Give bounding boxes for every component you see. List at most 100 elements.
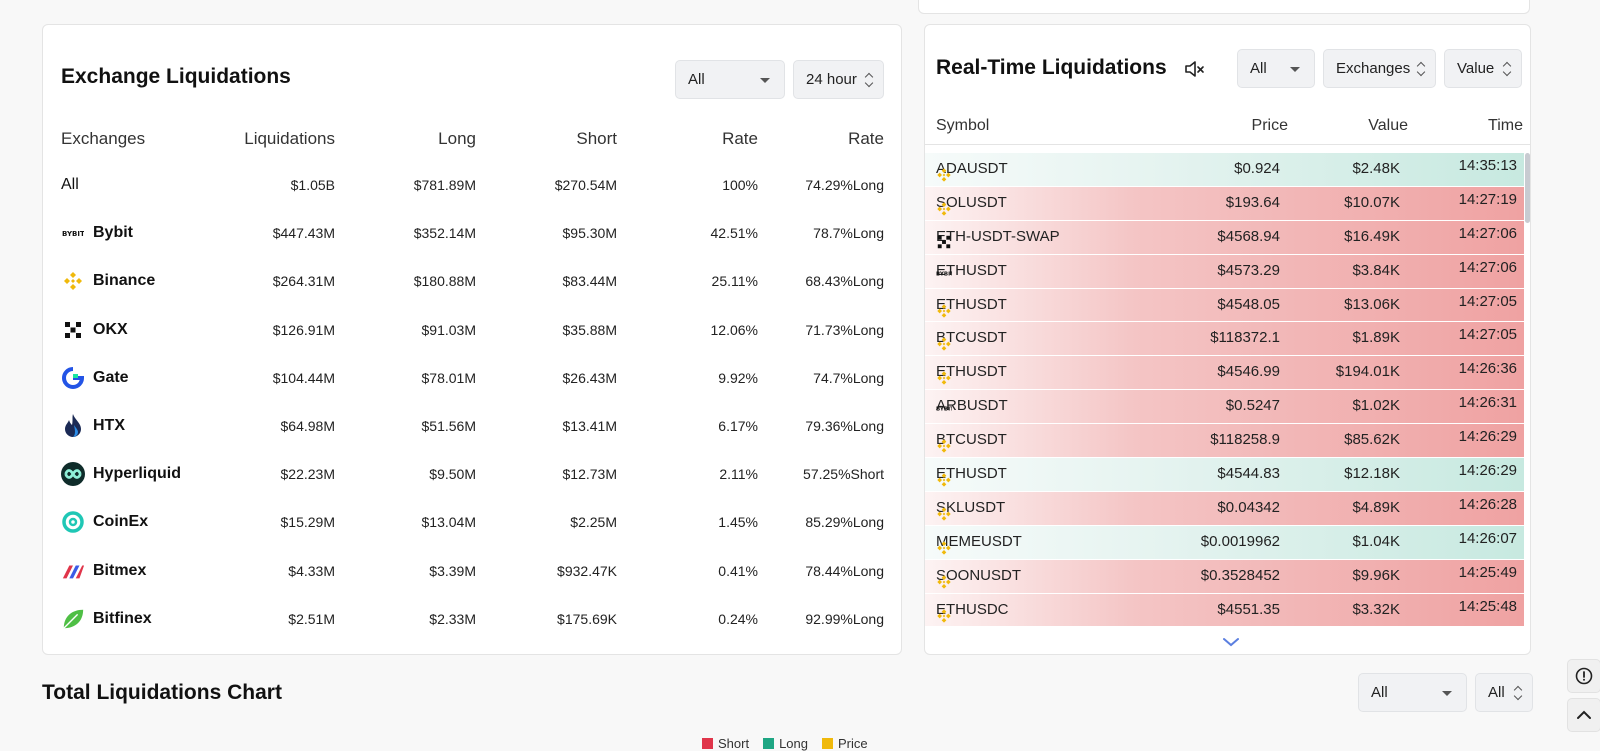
liquidation-row[interactable]: BTCUSDT $118372.1 $1.89K 14:27:05 (925, 322, 1524, 357)
realtime-exchange-value: Exchanges (1336, 60, 1411, 77)
symbol-text: ETHUSDT (936, 295, 1007, 313)
binance-icon (936, 506, 952, 522)
legend-swatch (822, 738, 833, 749)
liquidation-row[interactable]: BYBITARBUSDT $0.5247 $1.02K 14:26:31 (925, 390, 1524, 425)
exchange-cell: BYBIT Bybit (61, 209, 209, 257)
liquidation-row[interactable]: BYBITETHUSDT $4573.29 $3.84K 14:27:06 (925, 254, 1524, 289)
rate-cell: 9.92% (718, 369, 758, 386)
table-row[interactable]: CoinEx $15.29M $13.04M $2.25M 1.45% 85.29%Lon… (61, 498, 884, 546)
exchange-cell: Bitfinex (61, 595, 209, 643)
chevron-down-icon[interactable] (1223, 637, 1239, 647)
price-column-header: Price (1251, 117, 1288, 134)
exchange-cell: Binance (61, 257, 209, 305)
bitfinex-icon (61, 607, 85, 631)
table-row[interactable]: Bitmex $4.33M $3.39M $932.47K 0.41% 78.44%Lon… (61, 547, 884, 595)
alert-button[interactable] (1567, 659, 1600, 693)
time-cell: 14:35:13 (1458, 157, 1517, 174)
liquidation-row[interactable]: SKLUSDT $0.04342 $4.89K 14:26:28 (925, 491, 1524, 526)
long-cell: $91.03M (421, 321, 476, 338)
legend-item[interactable]: Long (763, 736, 808, 751)
liquidation-row[interactable]: ETHUSDT $4546.99 $194.01K 14:26:36 (925, 356, 1524, 391)
table-row[interactable]: Binance $264.31M $180.88M $83.44M 25.11% 68.4… (61, 257, 884, 305)
exchange-name: Binance (93, 272, 156, 290)
scroll-to-top-button[interactable] (1567, 698, 1600, 732)
exchange-name: Gate (93, 368, 129, 386)
realtime-liquidations-list[interactable]: ADAUSDT $0.924 $2.48K 14:35:13 SOLUSDT $193.6… (925, 153, 1524, 636)
bitmex-icon (61, 559, 85, 583)
liquidation-row[interactable]: ETH-USDT-SWAP $4568.94 $16.49K 14:27:06 (925, 220, 1524, 255)
time-cell: 14:26:36 (1458, 360, 1517, 378)
coin-filter-select[interactable]: All (675, 60, 785, 99)
price-cell: $4568.94 (1217, 227, 1280, 245)
svg-text:BYBIT: BYBIT (62, 230, 84, 238)
realtime-liquidations-title: Real-Time Liquidations (936, 56, 1167, 79)
table-row[interactable]: Gate $104.44M $78.01M $26.43M 9.92% 74.7%Long (61, 354, 884, 402)
liquidation-row[interactable]: ETHUSDT $4544.83 $12.18K 14:26:29 (925, 458, 1524, 492)
binance-icon (936, 167, 952, 183)
table-row[interactable]: BYBIT Bybit $447.43M $352.14M $95.30M 42.51% 7… (61, 209, 884, 257)
liquidation-row[interactable]: ETHUSDC $4551.35 $3.32K 14:25:48 (925, 593, 1524, 628)
table-row[interactable]: OKX $126.91M $91.03M $35.88M 12.06% 71.73%Lon… (61, 306, 884, 354)
liquidations-cell: $1.05B (290, 177, 335, 194)
liquidation-row[interactable]: MEMEUSDT $0.0019962 $1.04K 14:26:07 (925, 525, 1524, 560)
gate-icon (61, 366, 85, 390)
svg-text:BYBIT: BYBIT (936, 271, 952, 277)
realtime-coin-select[interactable]: All (1237, 49, 1315, 88)
symbol-text: BTCUSDT (936, 431, 1007, 449)
chart-legend: Short Long Price (702, 736, 868, 751)
symbol-cell: MEMEUSDT (936, 533, 1022, 555)
liquidation-row[interactable]: SOONUSDT $0.3528452 $9.96K 14:25:49 (925, 559, 1524, 594)
liquidation-row[interactable]: BTCUSDT $118258.9 $85.62K 14:26:29 (925, 424, 1524, 459)
short-cell: $83.44M (562, 273, 617, 290)
exchange-name: OKX (93, 320, 128, 338)
symbol-cell: SOONUSDT (936, 567, 1021, 589)
exchange-cell: All (61, 161, 209, 209)
chart-coin-select[interactable]: All (1358, 673, 1467, 712)
table-row[interactable]: HTX $64.98M $51.56M $13.41M 6.17% 79.36%Long (61, 402, 884, 450)
realtime-exchange-select[interactable]: Exchanges (1323, 49, 1436, 88)
liquidation-row[interactable]: SOLUSDT $193.64 $10.07K 14:27:19 (925, 186, 1524, 221)
column-header: Long (438, 129, 476, 148)
legend-item[interactable]: Short (702, 736, 749, 751)
rate-cell: 0.24% (718, 610, 758, 627)
exchange-name-wrap: All (61, 176, 209, 194)
symbol-text: ETHUSDT (936, 465, 1007, 483)
time-range-select[interactable]: 24 hour (793, 60, 884, 99)
time-cell: 14:25:48 (1458, 597, 1517, 615)
price-cell: $0.5247 (1225, 397, 1280, 415)
bybit-icon: BYBIT (936, 404, 952, 413)
table-row[interactable]: Bitfinex $2.51M $2.33M $175.69K 0.24% 92.99%L… (61, 595, 884, 643)
mute-icon[interactable] (1183, 58, 1205, 80)
symbol-cell: ETH-USDT-SWAP (936, 228, 1060, 249)
side-rate-cell: 79.36%Long (805, 418, 884, 435)
val-cell: $1.04K (1352, 532, 1400, 550)
liquidations-cell: $4.33M (288, 562, 335, 579)
previous-card-bottom (918, 0, 1530, 14)
price-cell: $4548.05 (1217, 295, 1280, 313)
legend-item[interactable]: Price (822, 736, 868, 751)
exchange-name-wrap: Bitfinex (61, 607, 209, 631)
price-cell: $118372.1 (1210, 329, 1280, 347)
long-cell: $180.88M (413, 273, 476, 290)
htx-icon (61, 414, 85, 438)
table-row[interactable]: Hyperliquid $22.23M $9.50M $12.73M 2.11% 57.2… (61, 450, 884, 498)
exchange-cell: Hyperliquid (61, 450, 209, 498)
binance-icon (936, 472, 952, 488)
binance-icon (936, 201, 952, 217)
price-cell: $118258.9 (1210, 431, 1280, 449)
time-cell: 14:25:49 (1458, 563, 1517, 581)
total-liquidations-chart-title: Total Liquidations Chart (42, 681, 282, 704)
realtime-value-select[interactable]: Value (1444, 49, 1522, 88)
short-cell: $26.43M (562, 369, 617, 386)
liquidation-row[interactable]: ETHUSDT $4548.05 $13.06K 14:27:05 (925, 288, 1524, 323)
exchange-name-wrap: Gate (61, 366, 209, 390)
chart-range-select[interactable]: All (1475, 673, 1533, 712)
table-row[interactable]: All $1.05B $781.89M $270.54M 100% 74.29%Long (61, 161, 884, 209)
scrollbar-thumb[interactable] (1525, 153, 1530, 223)
liquidations-cell: $2.51M (288, 610, 335, 627)
exchange-cell: Bitmex (61, 547, 209, 595)
rate-cell: 1.45% (718, 514, 758, 531)
symbol-text: ETHUSDC (936, 600, 1009, 618)
liquidation-row[interactable]: ADAUSDT $0.924 $2.48K 14:35:13 (925, 153, 1524, 187)
time-cell: 14:26:29 (1458, 462, 1517, 480)
